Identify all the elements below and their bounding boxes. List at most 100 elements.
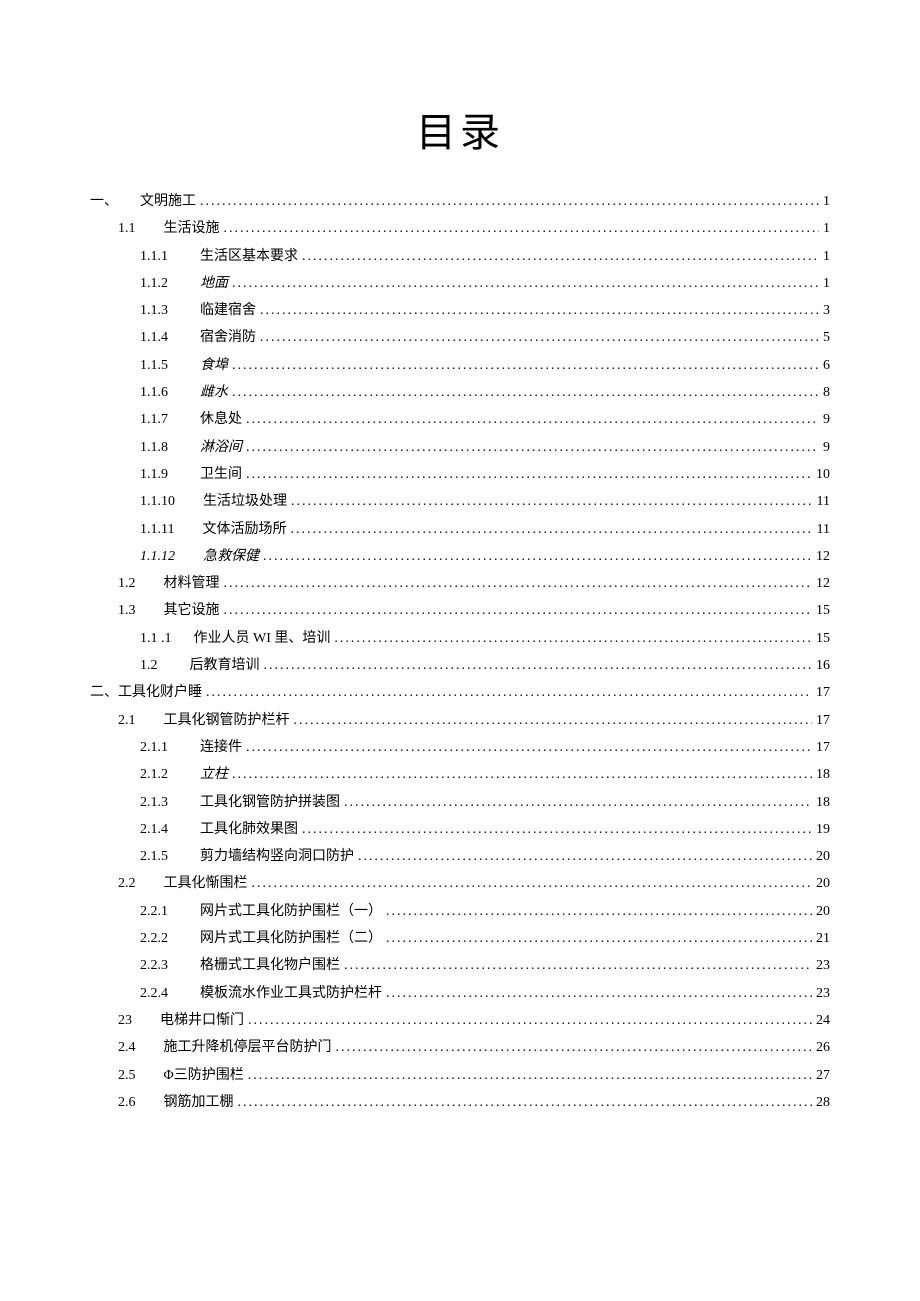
toc-entry-page: 20 (816, 843, 830, 870)
toc-entry-text: 宿舍消防 (200, 324, 256, 351)
toc-entry-number: 2.1.1 (140, 734, 168, 761)
toc-entry-text: Φ三防护围栏 (164, 1062, 244, 1089)
toc-dots: ........................................… (264, 652, 813, 679)
toc-entry-number: 1.3 (118, 597, 136, 624)
toc-entry: 1.1.8淋浴间................................… (90, 434, 830, 461)
toc-dots: ........................................… (302, 243, 819, 270)
toc-entry-page: 17 (816, 734, 830, 761)
toc-entry: 一、文明施工..................................… (90, 188, 830, 215)
toc-dots: ........................................… (334, 625, 812, 652)
toc-entry-page: 17 (816, 707, 830, 734)
toc-entry-page: 17 (816, 679, 830, 706)
toc-dots: ........................................… (386, 980, 812, 1007)
toc-entry-text: 生活垃圾处理 (203, 488, 287, 515)
toc-dots: ........................................… (248, 1007, 812, 1034)
toc-entry-text: 文明施工 (140, 188, 196, 215)
toc-entry-number: 2.2.3 (140, 952, 168, 979)
toc-entry: 2.2.1网片式工具化防护围栏（一）......................… (90, 898, 830, 925)
toc-entry-page: 20 (816, 898, 830, 925)
toc-dots: ........................................… (232, 761, 812, 788)
toc-dots: ........................................… (260, 324, 819, 351)
toc-dots: ........................................… (386, 898, 812, 925)
toc-dots: ........................................… (344, 789, 812, 816)
toc-entry: 1.1.11文体活励场所............................… (90, 516, 830, 543)
toc-dots: ........................................… (246, 734, 812, 761)
toc-entry-text: 工具化钢管防护拼装图 (200, 789, 340, 816)
toc-title: 目录 (90, 100, 830, 158)
toc-entry-text: 急救保健 (203, 543, 259, 570)
toc-entry-number: 1.1.5 (140, 352, 168, 379)
toc-entry: 2.1.2 立柱.................................… (90, 761, 830, 788)
toc-entry: 1.1.2地面.................................… (90, 270, 830, 297)
toc-entry-text: 工具化惭围栏 (164, 870, 248, 897)
toc-entry: 1.1.7休息处................................… (90, 406, 830, 433)
toc-entry: 1.1 .1作业人员 WI 里、培训......................… (90, 625, 830, 652)
toc-dots: ........................................… (238, 1089, 813, 1116)
toc-dots: ........................................… (302, 816, 812, 843)
toc-entry-number: 2.4 (118, 1034, 136, 1061)
toc-entry-number: 2.1.2 (140, 761, 168, 788)
toc-entry-text: 雌水 (200, 379, 228, 406)
toc-entry-text: 作业人员 WI 里、培训 (194, 625, 331, 652)
toc-entry: 1.2材料管理.................................… (90, 570, 830, 597)
toc-entry-text: 剪力墙结构竖向洞口防护 (200, 843, 354, 870)
toc-entry-text: 临建宿舍 (200, 297, 256, 324)
toc-entry: 1.3其它设施.................................… (90, 597, 830, 624)
toc-entry: 1.1.12 急救保健..............................… (90, 543, 830, 570)
toc-entry-text: 工具化钢管防护栏杆 (164, 707, 290, 734)
toc-dots: ........................................… (232, 379, 819, 406)
toc-entry-text: 连接件 (200, 734, 242, 761)
toc-entry-text: 淋浴间 (200, 434, 242, 461)
toc-dots: ........................................… (358, 843, 812, 870)
toc-entry-text: 卫生间 (200, 461, 242, 488)
toc-entry-number: 23 (118, 1007, 132, 1034)
toc-entry-text: 钢筋加工棚 (164, 1089, 234, 1116)
toc-dots: ........................................… (246, 461, 812, 488)
toc-entry-number: 1.1.12 (140, 543, 175, 570)
toc-entry-page: 5 (823, 324, 830, 351)
toc-entry-number: 2.1.5 (140, 843, 168, 870)
toc-entry-page: 1 (823, 270, 830, 297)
toc-entry: 1.1.9卫生间................................… (90, 461, 830, 488)
toc-entry-text: 生活区基本要求 (200, 243, 298, 270)
toc-entry-number: 二、 (90, 679, 118, 706)
toc-dots: ........................................… (232, 352, 819, 379)
toc-entry-page: 11 (817, 516, 830, 543)
toc-entry-page: 9 (823, 434, 830, 461)
toc-entry-page: 9 (823, 406, 830, 433)
toc-dots: ........................................… (336, 1034, 813, 1061)
toc-dots: ........................................… (224, 215, 820, 242)
toc-entry: 2.1.3 工具化钢管防护拼装图.........................… (90, 789, 830, 816)
toc-entry-number: 1.1.3 (140, 297, 168, 324)
toc-entry-page: 8 (823, 379, 830, 406)
toc-entry: 2.1.5 剪力墙结构竖向洞口防护........................… (90, 843, 830, 870)
toc-entry-text: 模板流水作业工具式防护栏杆 (200, 980, 382, 1007)
toc-dots: ........................................… (290, 516, 812, 543)
toc-entry: 2.5Φ三防护围栏...............................… (90, 1062, 830, 1089)
toc-entry-page: 15 (816, 597, 830, 624)
toc-entry-number: 2.2 (118, 870, 136, 897)
toc-entry-page: 15 (816, 625, 830, 652)
toc-entry: 2.1.4 工具化肺效果图............................… (90, 816, 830, 843)
toc-entry-number: 2.1.4 (140, 816, 168, 843)
toc-entry-text: 格栅式工具化物户围栏 (200, 952, 340, 979)
toc-dots: ........................................… (263, 543, 812, 570)
toc-entry: 1.2 后教育培训...............................… (90, 652, 830, 679)
toc-dots: ........................................… (206, 679, 812, 706)
toc-entry-page: 16 (816, 652, 830, 679)
toc-entry-number: 2.6 (118, 1089, 136, 1116)
toc-entry-number: 1.1.6 (140, 379, 168, 406)
toc-entry-number: 1.1.11 (140, 516, 174, 543)
toc-entry-number: 1.2 (118, 570, 136, 597)
toc-entry: 2.2.2网片式工具化防护围栏（二）......................… (90, 925, 830, 952)
toc-entry-text: 工具化肺效果图 (200, 816, 298, 843)
toc-entry-number: 1.2 (140, 652, 158, 679)
toc-entry-page: 10 (816, 461, 830, 488)
toc-entry-number: 2.1.3 (140, 789, 168, 816)
toc-entry-number: 2.1 (118, 707, 136, 734)
toc-entry-number: 2.2.1 (140, 898, 168, 925)
toc-entry-page: 21 (816, 925, 830, 952)
toc-entry-text: 立柱 (200, 761, 228, 788)
toc-entry-number: 1.1.1 (140, 243, 168, 270)
toc-entry: 1.1.6 雌水.................................… (90, 379, 830, 406)
